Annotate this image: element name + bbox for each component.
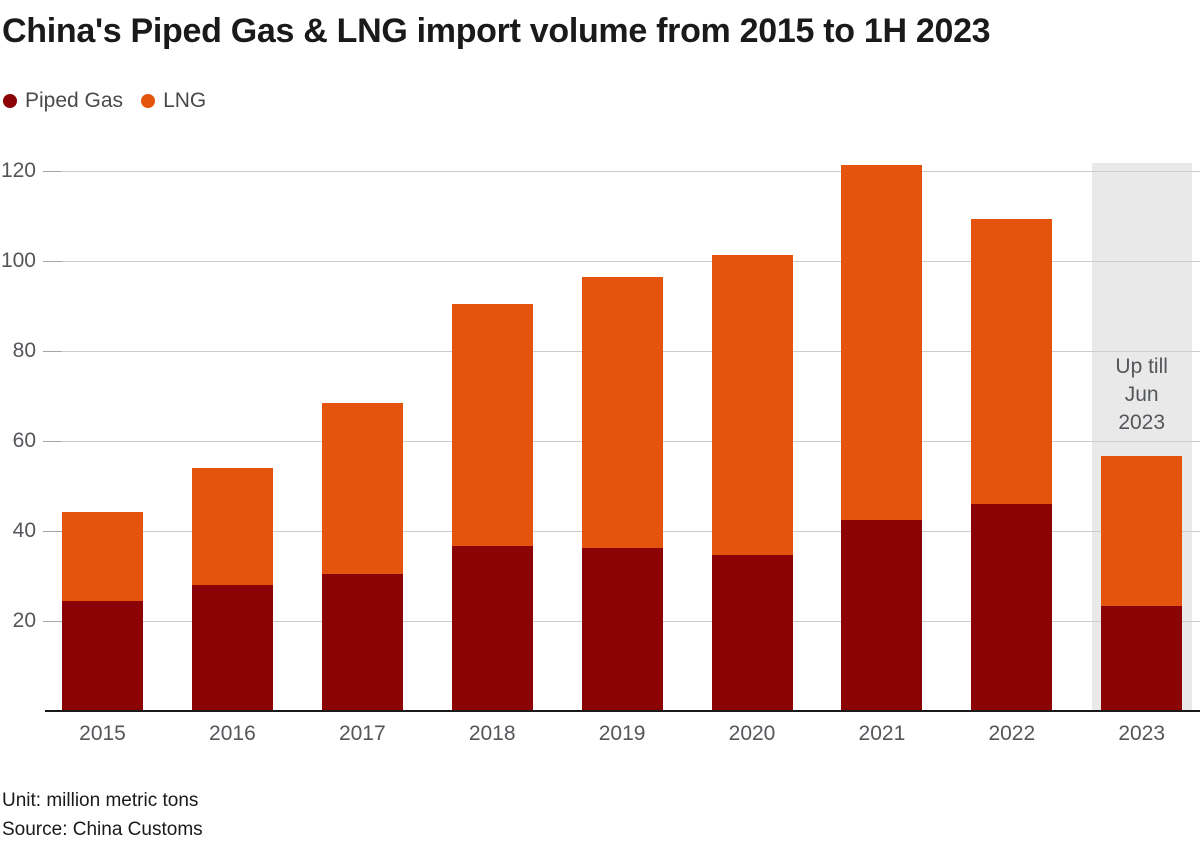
y-tick-label: 20 (12, 609, 36, 632)
bar-segment-piped-gas-2018 (451, 546, 533, 711)
bar-segment-lng-2016 (191, 467, 273, 585)
bar-segment-piped-gas-2019 (581, 547, 663, 711)
y-tick-label: 100 (0, 249, 36, 272)
x-tick-label-2022: 2022 (988, 722, 1036, 745)
x-tick-label-2020: 2020 (728, 722, 776, 745)
unit-note: Unit: million metric tons (2, 790, 199, 811)
bar-segment-lng-2017 (321, 402, 403, 575)
legend-swatch-icon (3, 94, 17, 108)
bar-segment-piped-gas-2020 (711, 554, 793, 711)
axis-tick (43, 170, 62, 172)
axis-tick (43, 260, 62, 262)
axis-tick (43, 620, 62, 622)
chart-footer: Unit: million metric tons Source: China … (2, 786, 203, 844)
axis-tick (43, 350, 62, 352)
x-tick-label-2018: 2018 (468, 722, 516, 745)
x-tick-label-2015: 2015 (79, 722, 126, 745)
y-tick-label: 60 (12, 429, 36, 452)
x-tick-label-2016: 2016 (209, 722, 256, 745)
bar-segment-piped-gas-2017 (321, 574, 403, 711)
bar-segment-lng-2018 (451, 304, 533, 547)
axis-tick (43, 440, 62, 442)
bar-segment-piped-gas-2015 (62, 600, 143, 711)
bar-segment-lng-2015 (62, 511, 143, 601)
y-tick-label: 40 (12, 519, 36, 542)
bar-segment-lng-2023 (1101, 455, 1183, 607)
legend: Piped Gas LNG (3, 89, 206, 113)
gridline (45, 260, 1200, 262)
x-tick-label-2019: 2019 (598, 722, 646, 745)
highlight-annotation: Up till Jun 2023 (1092, 353, 1192, 437)
x-tick-label-2021: 2021 (858, 722, 906, 745)
legend-swatch-icon (141, 94, 156, 108)
axis-tick (43, 530, 62, 532)
annotation-line: Jun (1124, 383, 1159, 406)
bar-segment-piped-gas-2016 (191, 585, 273, 711)
legend-label: LNG (163, 89, 207, 112)
legend-label: Piped Gas (25, 89, 124, 112)
x-tick-label-2017: 2017 (338, 722, 386, 745)
bar-segment-lng-2022 (971, 219, 1053, 505)
legend-item-piped-gas: Piped Gas (3, 89, 123, 113)
bar-segment-piped-gas-2021 (841, 519, 923, 711)
y-tick-label: 80 (12, 339, 36, 362)
annotation-line: 2023 (1118, 411, 1166, 434)
bar-segment-lng-2020 (711, 255, 793, 555)
source-note: Source: China Customs (2, 819, 203, 840)
bar-segment-lng-2021 (841, 164, 923, 520)
x-tick-label-2023: 2023 (1118, 722, 1166, 745)
bar-segment-piped-gas-2023 (1101, 606, 1183, 711)
gridline (45, 170, 1200, 172)
annotation-line: Up till (1115, 355, 1168, 378)
bar-segment-piped-gas-2022 (971, 504, 1053, 711)
chart-title: China's Piped Gas & LNG import volume fr… (2, 12, 991, 50)
y-tick-label: 120 (0, 159, 36, 182)
bar-segment-lng-2019 (581, 276, 663, 548)
x-axis-line (45, 710, 1200, 712)
legend-item-lng: LNG (141, 89, 206, 113)
